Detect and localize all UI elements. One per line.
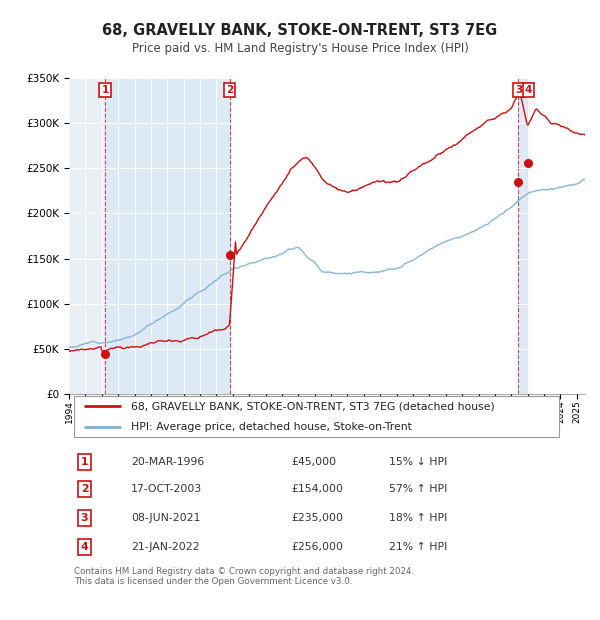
Text: 3: 3 bbox=[515, 85, 522, 95]
Text: 18% ↑ HPI: 18% ↑ HPI bbox=[389, 513, 447, 523]
Bar bbox=[106, 78, 230, 394]
Text: 08-JUN-2021: 08-JUN-2021 bbox=[131, 513, 200, 523]
Text: 20-MAR-1996: 20-MAR-1996 bbox=[131, 456, 204, 467]
Text: Price paid vs. HM Land Registry's House Price Index (HPI): Price paid vs. HM Land Registry's House … bbox=[131, 42, 469, 55]
Text: 68, GRAVELLY BANK, STOKE-ON-TRENT, ST3 7EG: 68, GRAVELLY BANK, STOKE-ON-TRENT, ST3 7… bbox=[103, 23, 497, 38]
Text: 68, GRAVELLY BANK, STOKE-ON-TRENT, ST3 7EG (detached house): 68, GRAVELLY BANK, STOKE-ON-TRENT, ST3 7… bbox=[131, 401, 494, 411]
Bar bbox=[518, 78, 529, 394]
Text: HPI: Average price, detached house, Stoke-on-Trent: HPI: Average price, detached house, Stok… bbox=[131, 422, 412, 432]
Text: 1: 1 bbox=[81, 456, 88, 467]
Text: 17-OCT-2003: 17-OCT-2003 bbox=[131, 484, 202, 494]
Text: 21% ↑ HPI: 21% ↑ HPI bbox=[389, 542, 447, 552]
Text: 4: 4 bbox=[525, 85, 532, 95]
Bar bbox=[69, 78, 106, 394]
Text: 2: 2 bbox=[80, 484, 88, 494]
Text: 15% ↓ HPI: 15% ↓ HPI bbox=[389, 456, 447, 467]
Text: £45,000: £45,000 bbox=[291, 456, 336, 467]
Text: £154,000: £154,000 bbox=[291, 484, 343, 494]
Bar bbox=[69, 78, 106, 394]
Text: £235,000: £235,000 bbox=[291, 513, 343, 523]
Text: 57% ↑ HPI: 57% ↑ HPI bbox=[389, 484, 447, 494]
FancyBboxPatch shape bbox=[74, 396, 559, 437]
Text: 1: 1 bbox=[102, 85, 109, 95]
Text: 21-JAN-2022: 21-JAN-2022 bbox=[131, 542, 199, 552]
Text: 3: 3 bbox=[80, 513, 88, 523]
Text: 2: 2 bbox=[226, 85, 233, 95]
Text: £256,000: £256,000 bbox=[291, 542, 343, 552]
Text: Contains HM Land Registry data © Crown copyright and database right 2024.
This d: Contains HM Land Registry data © Crown c… bbox=[74, 567, 414, 586]
Text: 4: 4 bbox=[80, 542, 88, 552]
